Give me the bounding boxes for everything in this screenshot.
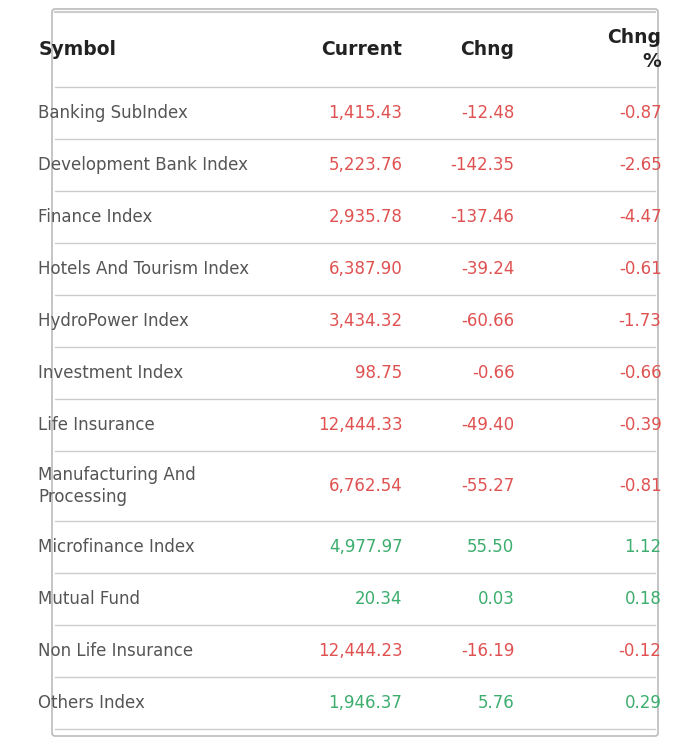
Text: Mutual Fund: Mutual Fund xyxy=(38,590,141,608)
Text: Investment Index: Investment Index xyxy=(38,364,183,382)
Text: 1,415.43: 1,415.43 xyxy=(328,104,402,122)
Text: -1.73: -1.73 xyxy=(619,312,661,330)
Text: -49.40: -49.40 xyxy=(461,416,514,434)
Text: 1,946.37: 1,946.37 xyxy=(328,694,402,712)
Text: Microfinance Index: Microfinance Index xyxy=(38,538,195,556)
Text: HydroPower Index: HydroPower Index xyxy=(38,312,190,330)
Text: -0.81: -0.81 xyxy=(619,477,661,495)
Text: 1.12: 1.12 xyxy=(624,538,661,556)
Text: Banking SubIndex: Banking SubIndex xyxy=(38,104,188,122)
Text: Others Index: Others Index xyxy=(38,694,146,712)
Text: Symbol: Symbol xyxy=(38,40,116,59)
Text: -4.47: -4.47 xyxy=(619,208,661,226)
Text: 12,444.33: 12,444.33 xyxy=(318,416,402,434)
Text: Chng: Chng xyxy=(461,40,514,59)
Text: Current: Current xyxy=(321,40,402,59)
Text: -0.66: -0.66 xyxy=(619,364,661,382)
Text: -0.87: -0.87 xyxy=(619,104,661,122)
Text: Life Insurance: Life Insurance xyxy=(38,416,155,434)
Text: 0.18: 0.18 xyxy=(624,590,661,608)
Text: -16.19: -16.19 xyxy=(461,642,514,660)
Text: -0.12: -0.12 xyxy=(619,642,661,660)
Text: 55.50: 55.50 xyxy=(468,538,514,556)
Text: -0.66: -0.66 xyxy=(472,364,514,382)
Text: -2.65: -2.65 xyxy=(619,156,661,174)
Text: 5,223.76: 5,223.76 xyxy=(328,156,402,174)
Text: -12.48: -12.48 xyxy=(461,104,514,122)
Text: 2,935.78: 2,935.78 xyxy=(328,208,402,226)
Text: Hotels And Tourism Index: Hotels And Tourism Index xyxy=(38,260,250,278)
Text: -0.61: -0.61 xyxy=(619,260,661,278)
Text: -0.39: -0.39 xyxy=(619,416,661,434)
Text: 4,977.97: 4,977.97 xyxy=(329,538,402,556)
Text: Development Bank Index: Development Bank Index xyxy=(38,156,248,174)
Text: -60.66: -60.66 xyxy=(461,312,514,330)
Text: 6,762.54: 6,762.54 xyxy=(329,477,402,495)
Text: Manufacturing And
Processing: Manufacturing And Processing xyxy=(38,466,196,507)
Text: Chng
%: Chng % xyxy=(608,28,662,71)
Text: 5.76: 5.76 xyxy=(477,694,514,712)
Text: Finance Index: Finance Index xyxy=(38,208,153,226)
Text: -142.35: -142.35 xyxy=(451,156,514,174)
Text: 20.34: 20.34 xyxy=(355,590,402,608)
Text: -137.46: -137.46 xyxy=(451,208,514,226)
Text: -55.27: -55.27 xyxy=(461,477,514,495)
Text: -39.24: -39.24 xyxy=(461,260,514,278)
Text: 98.75: 98.75 xyxy=(355,364,402,382)
FancyBboxPatch shape xyxy=(52,9,658,736)
Text: Non Life Insurance: Non Life Insurance xyxy=(38,642,194,660)
Text: 6,387.90: 6,387.90 xyxy=(329,260,402,278)
Text: 3,434.32: 3,434.32 xyxy=(328,312,402,330)
Text: 12,444.23: 12,444.23 xyxy=(318,642,402,660)
Text: 0.03: 0.03 xyxy=(477,590,514,608)
Text: 0.29: 0.29 xyxy=(624,694,661,712)
